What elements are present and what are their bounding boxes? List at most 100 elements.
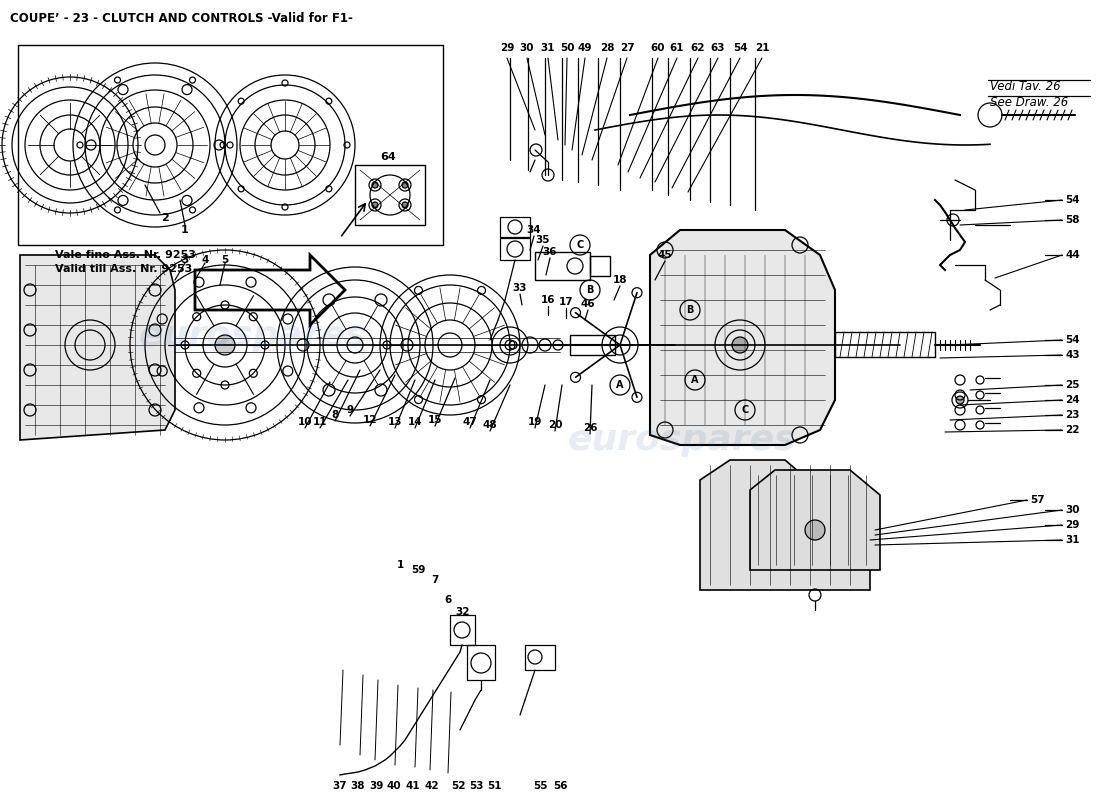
Circle shape — [214, 335, 235, 355]
Text: 30: 30 — [1065, 505, 1079, 515]
Text: Vedi Tav. 26: Vedi Tav. 26 — [990, 80, 1060, 93]
Circle shape — [189, 77, 196, 83]
Circle shape — [77, 142, 82, 148]
Text: 32: 32 — [455, 607, 471, 617]
Text: 1: 1 — [396, 560, 404, 570]
Text: 30: 30 — [519, 43, 535, 53]
Text: 20: 20 — [548, 420, 562, 430]
Text: 5: 5 — [221, 255, 229, 265]
Text: 31: 31 — [541, 43, 556, 53]
Text: 55: 55 — [532, 781, 548, 791]
Text: 15: 15 — [428, 415, 442, 425]
Text: 1: 1 — [182, 225, 189, 235]
Polygon shape — [650, 230, 835, 445]
Text: Vale fino Ass. Nr. 9253: Vale fino Ass. Nr. 9253 — [55, 250, 196, 260]
Text: 37: 37 — [332, 781, 348, 791]
Text: C: C — [576, 240, 584, 250]
Text: 36: 36 — [542, 247, 558, 257]
Circle shape — [402, 202, 408, 208]
Text: 42: 42 — [425, 781, 439, 791]
Text: 50: 50 — [560, 43, 574, 53]
Circle shape — [227, 142, 233, 148]
Text: 23: 23 — [1065, 410, 1079, 420]
Text: 61: 61 — [670, 43, 684, 53]
Text: 59: 59 — [410, 565, 426, 575]
Bar — [535, 252, 590, 280]
Text: 51: 51 — [486, 781, 502, 791]
Bar — [500, 217, 530, 237]
Text: 13: 13 — [387, 417, 403, 427]
Text: COUPE’ - 23 - CLUTCH AND CONTROLS -Valid for F1-: COUPE’ - 23 - CLUTCH AND CONTROLS -Valid… — [10, 12, 353, 25]
Text: 54: 54 — [1065, 195, 1079, 205]
Polygon shape — [700, 460, 870, 590]
Text: 14: 14 — [408, 417, 422, 427]
Text: 7: 7 — [431, 575, 439, 585]
Circle shape — [372, 182, 378, 188]
Text: 39: 39 — [368, 781, 383, 791]
Text: 34: 34 — [527, 225, 541, 235]
Text: eurospares: eurospares — [568, 423, 796, 457]
Circle shape — [805, 520, 825, 540]
Text: 2: 2 — [161, 213, 169, 223]
Text: 17: 17 — [559, 297, 573, 307]
Text: 25: 25 — [1065, 380, 1079, 390]
Circle shape — [114, 207, 121, 213]
Text: 52: 52 — [451, 781, 465, 791]
Text: 54: 54 — [1065, 335, 1079, 345]
Circle shape — [189, 207, 196, 213]
Text: 6: 6 — [444, 595, 452, 605]
Bar — [570, 335, 615, 355]
Bar — [500, 238, 530, 260]
Text: 3: 3 — [182, 255, 188, 265]
Text: 26: 26 — [583, 423, 597, 433]
Text: 41: 41 — [406, 781, 420, 791]
Bar — [590, 256, 610, 276]
Text: 57: 57 — [1030, 495, 1045, 505]
Bar — [355, 165, 425, 225]
Circle shape — [732, 337, 748, 353]
Text: B: B — [586, 285, 594, 295]
Text: 44: 44 — [1065, 250, 1080, 260]
Text: 35: 35 — [536, 235, 550, 245]
Text: 4: 4 — [201, 255, 209, 265]
Text: 29: 29 — [1065, 520, 1079, 530]
Circle shape — [756, 521, 764, 529]
Bar — [468, 645, 495, 680]
Text: eurospares: eurospares — [139, 319, 367, 353]
Text: 47: 47 — [463, 417, 477, 427]
Text: 54: 54 — [733, 43, 747, 53]
Text: 12: 12 — [363, 415, 377, 425]
Text: 38: 38 — [351, 781, 365, 791]
Text: 64: 64 — [381, 152, 396, 162]
Text: 9: 9 — [346, 405, 353, 415]
Text: 46: 46 — [581, 299, 595, 309]
Text: 22: 22 — [1065, 425, 1079, 435]
Text: 56: 56 — [552, 781, 568, 791]
Text: 29: 29 — [499, 43, 514, 53]
Text: 19: 19 — [528, 417, 542, 427]
Circle shape — [372, 202, 378, 208]
Text: 18: 18 — [613, 275, 627, 285]
Text: A: A — [616, 380, 624, 390]
Text: 43: 43 — [1065, 350, 1079, 360]
Bar — [525, 645, 556, 670]
Text: 8: 8 — [331, 410, 339, 420]
Text: 21: 21 — [755, 43, 769, 53]
Polygon shape — [750, 470, 880, 570]
Text: 62: 62 — [691, 43, 705, 53]
Text: Valid till Ass. Nr. 9253: Valid till Ass. Nr. 9253 — [55, 264, 192, 274]
Text: A: A — [691, 375, 698, 385]
Text: 33: 33 — [513, 283, 527, 293]
Text: 11: 11 — [312, 417, 328, 427]
Text: 40: 40 — [387, 781, 402, 791]
Text: 31: 31 — [1065, 535, 1079, 545]
Bar — [18, 45, 443, 245]
Text: 10: 10 — [298, 417, 312, 427]
Text: 60: 60 — [651, 43, 666, 53]
Bar — [450, 615, 475, 645]
Circle shape — [114, 77, 121, 83]
Polygon shape — [20, 255, 175, 440]
Text: 27: 27 — [619, 43, 635, 53]
Text: 24: 24 — [1065, 395, 1079, 405]
Text: 45: 45 — [658, 250, 672, 260]
